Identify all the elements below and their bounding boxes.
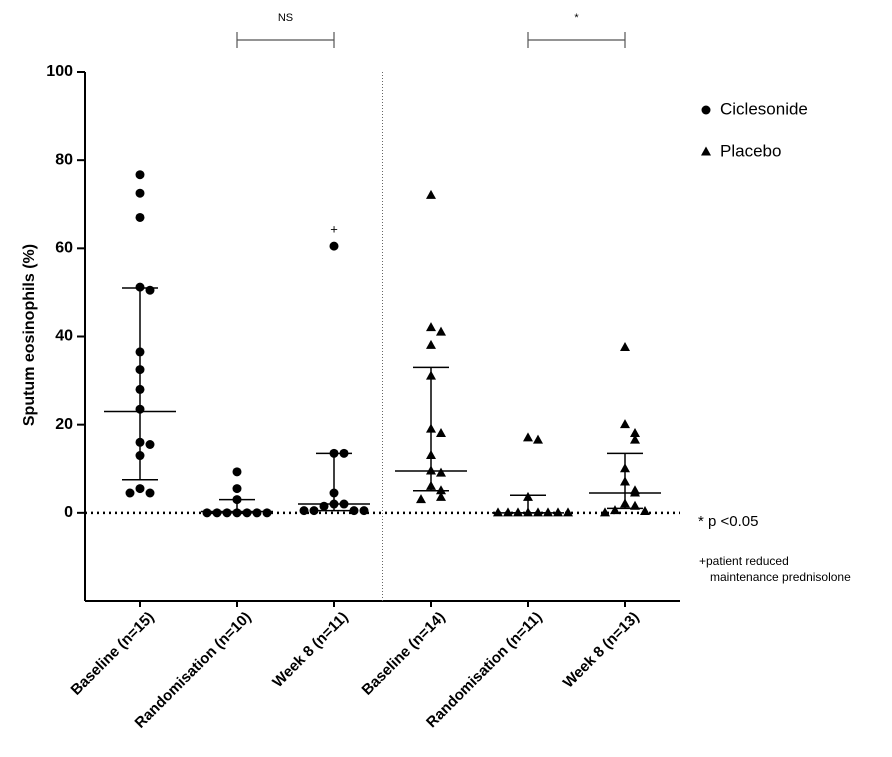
point [600,507,610,517]
point [523,432,533,442]
x-tick-label: Baseline (n=14) [359,609,449,699]
point [145,488,155,498]
point [135,484,145,494]
point [426,480,436,490]
point [620,419,630,429]
legend-label: Placebo [720,141,781,160]
point [339,448,349,458]
point [426,465,436,475]
note: +patient reduced [699,554,789,568]
point [135,282,145,292]
point [145,285,155,295]
comparison-label: NS [278,12,293,24]
point [426,322,436,332]
point [523,491,533,501]
point [135,365,145,375]
point [252,508,262,518]
point [242,508,252,518]
point [630,434,640,444]
point [610,505,620,515]
legend-label: Ciclesonide [720,99,808,118]
point [135,170,145,180]
point [436,467,446,477]
point [426,339,436,349]
point [630,500,640,510]
point [620,342,630,352]
point [620,498,630,508]
comparison-label: * [574,12,579,24]
point [533,507,543,517]
note: maintenance prednisolone [710,570,851,584]
point [426,450,436,460]
point [349,506,359,516]
point [232,467,242,477]
point [543,507,553,517]
point [701,146,711,156]
point [319,501,329,511]
point [523,507,533,517]
point [503,507,513,517]
point [135,347,145,357]
y-tick-label: 60 [55,240,73,257]
point [202,508,212,518]
point [135,404,145,414]
y-tick-label: 80 [55,151,73,168]
x-tick-label: Week 8 (n=13) [560,609,643,692]
point [436,427,446,437]
point [135,384,145,394]
point [426,423,436,433]
point [135,451,145,461]
point-flag: + [330,222,338,237]
point [620,476,630,486]
point [339,499,349,509]
point [222,508,232,518]
y-axis-label: Sputum eosinophils (%) [21,244,38,426]
point [359,506,369,516]
point [329,488,339,498]
point [630,427,640,437]
x-tick-label: Baseline (n=15) [68,609,158,699]
point [232,484,242,494]
point [309,506,319,516]
point [436,491,446,501]
point [436,326,446,336]
point [426,189,436,199]
y-tick-label: 100 [46,63,73,80]
point [426,370,436,380]
point [232,495,242,505]
point [145,440,155,450]
point [135,437,145,447]
point [262,508,272,518]
y-tick-label: 0 [64,504,73,521]
point [416,494,426,504]
point [436,485,446,495]
point [630,487,640,497]
point [212,508,222,518]
point [620,463,630,473]
point [553,507,563,517]
point [533,434,543,444]
point [135,188,145,198]
point [563,507,573,517]
point [640,506,650,516]
point [329,499,339,509]
note: * p <0.05 [698,513,758,530]
point [329,241,339,251]
y-tick-label: 40 [55,328,73,345]
point [701,105,711,115]
point [125,488,135,498]
x-tick-label: Week 8 (n=11) [269,609,351,691]
point [329,448,339,458]
y-tick-label: 20 [55,416,73,433]
point [135,212,145,222]
point [493,507,503,517]
point [232,508,242,518]
point [299,506,309,516]
point [513,507,523,517]
